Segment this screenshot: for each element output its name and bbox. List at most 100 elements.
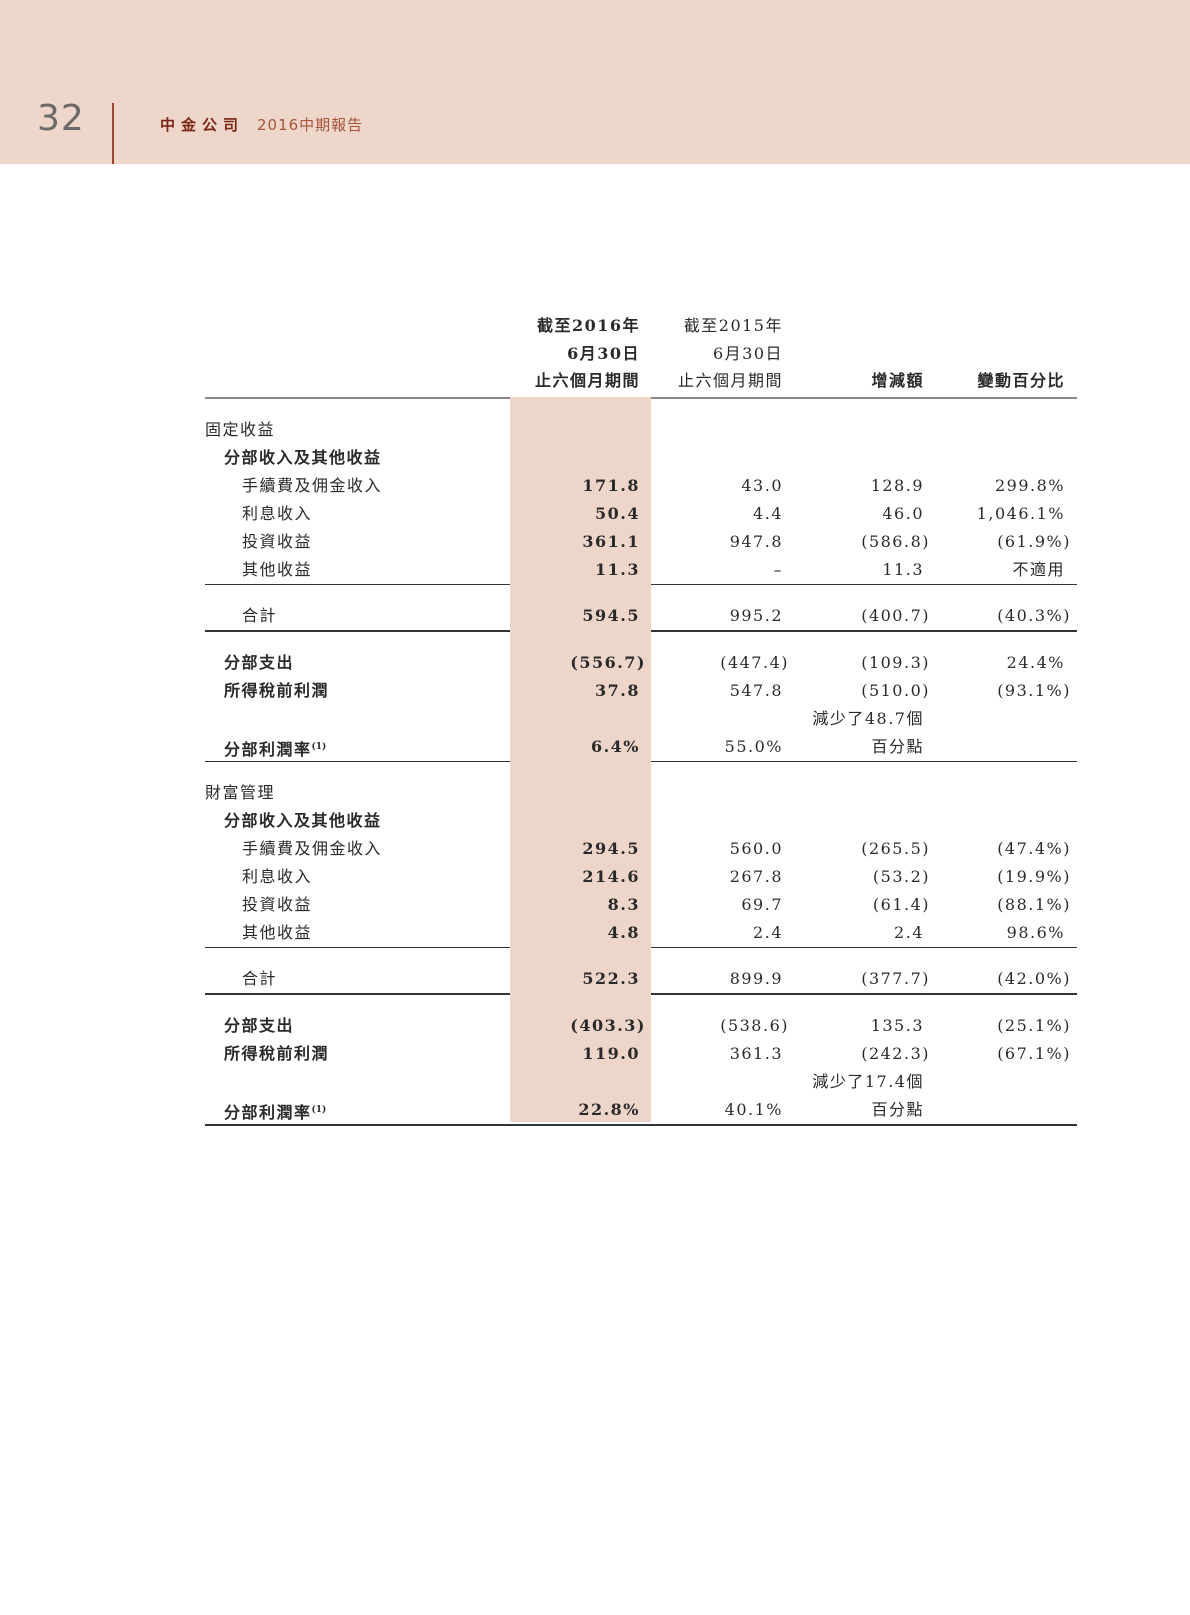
cell-value: 547.8 [729,681,783,700]
cell-col-3: (61.9%) [905,528,1069,556]
row-label-text: 分部利潤率 [224,740,312,759]
cell-value: 294.5 [582,839,640,858]
row-label: 投資收益 [242,891,312,919]
cell-col-3: 98.6% [905,919,1065,947]
header-band: 32 中金公司 2016中期報告 [0,0,1190,164]
cell-col-2: (53.2) [744,863,929,891]
cell-col-1: 947.8 [623,528,783,556]
cell-col-3: 不適用 [905,556,1065,584]
cell-value: 995.2 [729,606,783,625]
column-header-0-line-0: 截至2016年 [536,316,640,335]
cell-value: 55.0% [724,737,783,756]
cell-col-0: 361.1 [470,528,640,556]
row-label-text: 固定收益 [205,420,276,439]
cell-value: 594.5 [582,606,640,625]
row-label: 其他收益 [242,919,312,947]
row-label: 財富管理 [205,779,275,807]
cell-col-1: 55.0% [623,733,783,761]
column-header-2-line-2: 增減額 [871,371,924,390]
cell-col-2: (510.0) [744,677,928,705]
cell-col-0: 6.4% [470,733,640,761]
footnote-marker: (1) [311,742,327,752]
row-label: 分部收入及其他收益 [224,444,382,472]
margin-change-row: 減少了17.4個 [205,1068,1077,1096]
row-label-text: 手續費及佣金收入 [242,476,383,495]
cell-col-2: 減少了17.4個 [744,1068,924,1096]
row-label: 分部收入及其他收益 [224,807,382,835]
cell-value: 1,046.1% [976,504,1065,523]
column-header-3-line-2: 變動百分比 [977,371,1065,390]
cell-value: 6.4% [590,737,640,756]
cell-col-1: (538.6) [623,1012,787,1040]
profit-before-tax-row: 所得稅前利潤 37.8 547.8 (510.0) (93.1%) [205,677,1077,705]
cell-col-3: (88.1%) [905,891,1069,919]
cell-value: (586.8) [861,532,930,551]
cell-value: 減少了17.4個 [812,1072,924,1091]
cell-value: (93.1%) [997,681,1071,700]
cell-col-2: (377.7) [744,965,928,993]
cell-value: (510.0) [861,681,930,700]
row-label: 手續費及佣金收入 [242,835,382,863]
column-header-1-line-1: 6月30日 [712,343,783,363]
row-label: 所得稅前利潤 [224,1040,329,1068]
cell-col-3: 1,046.1% [905,500,1065,528]
cell-col-1: 899.9 [623,965,783,993]
row-label-text: 分部收入及其他收益 [224,811,382,830]
cell-value: 4.8 [607,923,640,942]
cell-value: (109.3) [861,653,930,672]
cell-col-2: (400.7) [744,602,928,630]
expenses-row: 分部支出 (403.3) (538.6) 135.3 (25.1%) [205,1012,1077,1040]
cell-value: (53.2) [872,867,930,886]
cell-value: (556.7) [570,653,646,672]
cell-col-0: (403.3) [470,1012,644,1040]
cell-col-1: 4.4 [623,500,783,528]
revenue-row: 其他收益 11.3 – 11.3 不適用 [205,556,1077,584]
row-label: 分部利潤率(1) [224,1096,326,1127]
cell-value: 減少了48.7個 [812,709,924,728]
section-title: 固定收益 [205,416,1077,444]
revenue-row: 投資收益 8.3 69.7 (61.4) (88.1%) [205,891,1077,919]
highlight-column-2016 [510,397,651,1122]
margin-row: 分部利潤率(1) 6.4% 55.0% 百分點 [205,733,1077,761]
cell-col-1: 267.8 [623,863,783,891]
total-row: 合計 594.5 995.2 (400.7) (40.3%) [205,602,1077,630]
cell-col-0: 22.8% [470,1096,640,1124]
cell-value: (25.1%) [997,1016,1071,1035]
cell-value: 22.8% [578,1100,640,1119]
row-label: 利息收入 [242,863,312,891]
margin-row: 分部利潤率(1) 22.8% 40.1% 百分點 [205,1096,1077,1124]
cell-value: (67.1%) [997,1044,1071,1063]
cell-value: 119.0 [582,1044,640,1063]
cell-col-1: 361.3 [623,1040,783,1068]
page-number: 32 [37,98,85,139]
cell-col-0: 171.8 [470,472,640,500]
cell-col-2: 128.9 [744,472,924,500]
cell-col-0: 50.4 [470,500,640,528]
cell-col-3: (93.1%) [905,677,1069,705]
section-title: 財富管理 [205,779,1077,807]
cell-col-1: 40.1% [623,1096,783,1124]
cell-col-0: 214.6 [470,863,640,891]
cell-col-3: 299.8% [905,472,1065,500]
cell-col-1: 43.0 [623,472,783,500]
report-title: 2016中期報告 [257,116,364,134]
cell-value: 361.1 [582,532,640,551]
row-label: 固定收益 [205,416,275,444]
cell-value: 69.7 [741,895,783,914]
table-header: 截至2016年 6月30日 止六個月期間 截至2015年 6月30日 止六個月期間 增減額變… [205,312,1077,397]
cell-col-3: (25.1%) [905,1012,1069,1040]
row-label: 合計 [242,602,277,630]
row-label: 分部支出 [224,1012,294,1040]
cell-col-0: 11.3 [470,556,640,584]
expenses-row: 分部支出 (556.7) (447.4) (109.3) 24.4% [205,649,1077,677]
row-label: 投資收益 [242,528,312,556]
cell-col-2: (242.3) [744,1040,928,1068]
profit-before-tax-row: 所得稅前利潤 119.0 361.3 (242.3) (67.1%) [205,1040,1077,1068]
cell-value: (88.1%) [997,895,1071,914]
cell-value: 24.4% [1006,653,1065,672]
cell-value: 2.4 [753,923,783,942]
cell-value: 50.4 [595,504,640,523]
cell-col-2: 減少了48.7個 [744,705,924,733]
cell-col-2: 百分點 [744,1096,924,1124]
cell-value: 11.3 [882,560,924,579]
